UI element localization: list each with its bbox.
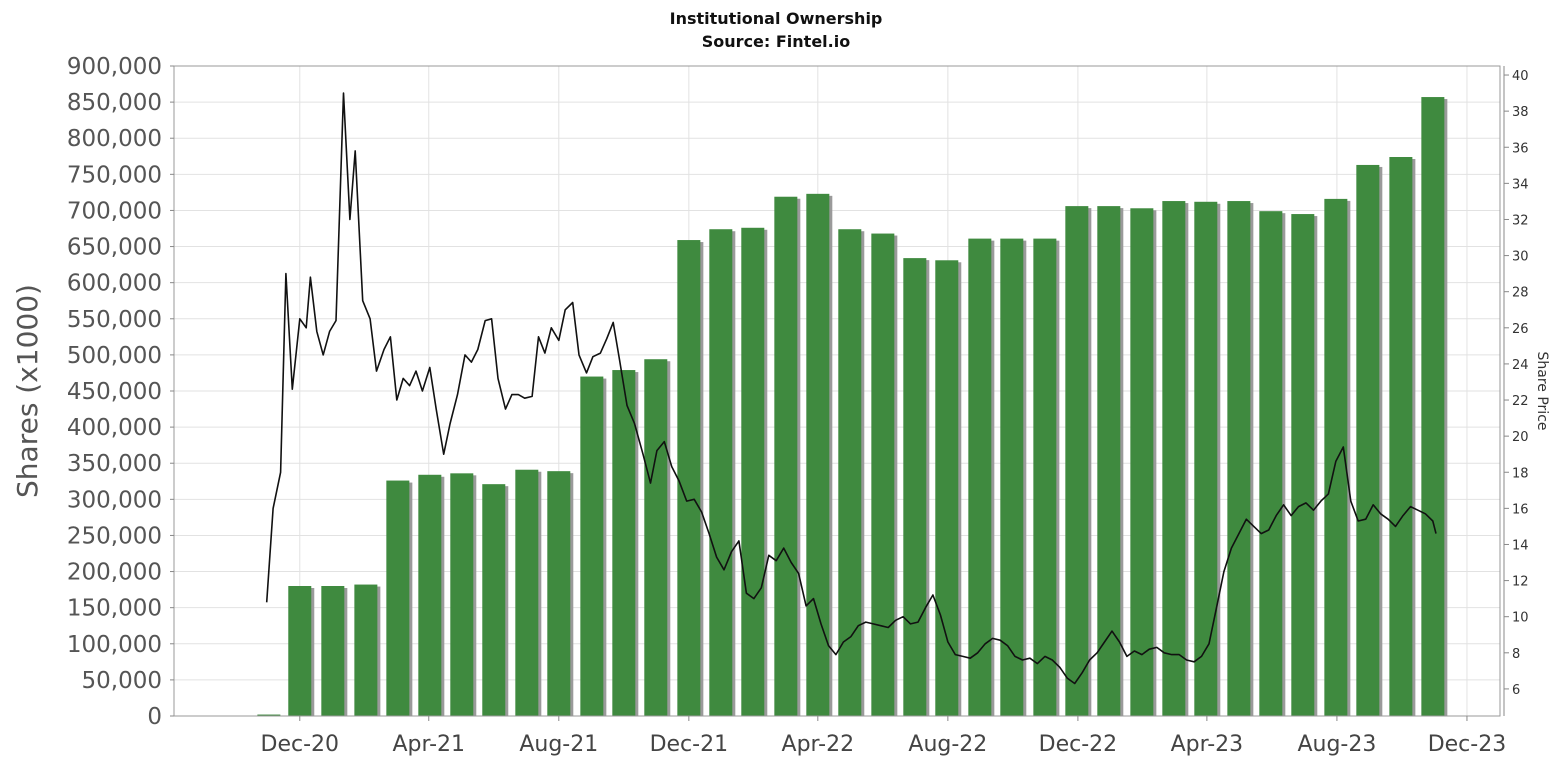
bar <box>677 240 701 717</box>
y-axis-title: Shares (x1000) <box>11 284 44 498</box>
bar <box>1389 157 1413 716</box>
bar <box>354 584 378 716</box>
bar <box>935 260 959 716</box>
x-tick-label: Dec-21 <box>650 732 729 757</box>
bar <box>418 474 442 716</box>
y-tick-label: 150,000 <box>67 596 162 622</box>
bar <box>257 714 281 716</box>
bar <box>1324 198 1348 716</box>
bar <box>1421 97 1445 717</box>
bar <box>612 370 636 716</box>
bar <box>1000 238 1024 716</box>
y2-tick-label: 18 <box>1512 466 1529 481</box>
chart-subtitle: Institutional Ownership <box>669 9 883 28</box>
bar <box>288 586 312 716</box>
bar <box>838 229 862 716</box>
y-tick-label: 850,000 <box>67 90 162 116</box>
bar <box>450 473 474 716</box>
bar <box>515 469 539 716</box>
y2-tick-label: 32 <box>1512 213 1529 228</box>
x-tick-label: Dec-20 <box>261 732 340 757</box>
bar <box>1033 238 1057 716</box>
y-tick-label: 250,000 <box>67 523 162 549</box>
x-tick-label: Aug-22 <box>908 732 987 757</box>
y-tick-label: 700,000 <box>67 198 162 224</box>
y2-tick-label: 38 <box>1512 105 1529 120</box>
y-tick-label: 100,000 <box>67 632 162 658</box>
bar <box>1130 208 1154 716</box>
y2-tick-label: 6 <box>1512 683 1520 698</box>
y2-tick-label: 36 <box>1512 141 1529 156</box>
bar <box>1356 164 1380 716</box>
bar <box>1227 201 1251 717</box>
bar <box>644 359 668 716</box>
bar <box>1162 201 1186 717</box>
y-tick-label: 50,000 <box>82 668 162 694</box>
bar <box>741 227 765 716</box>
bar <box>903 258 927 716</box>
bar <box>709 229 733 716</box>
bar <box>1259 211 1283 716</box>
y-tick-label: 450,000 <box>67 379 162 405</box>
y2-tick-label: 24 <box>1512 358 1529 373</box>
y-tick-label: 200,000 <box>67 560 162 586</box>
y-tick-label: 0 <box>147 704 162 730</box>
y2-tick-label: 22 <box>1512 394 1529 409</box>
y2-tick-label: 16 <box>1512 502 1529 517</box>
bar <box>580 376 604 716</box>
x-tick-label: Apr-23 <box>1171 732 1244 757</box>
y-tick-label: 350,000 <box>67 451 162 477</box>
bar <box>1065 206 1089 716</box>
y2-tick-label: 12 <box>1512 575 1529 590</box>
bar <box>1291 214 1315 717</box>
x-tick-label: Aug-21 <box>519 732 598 757</box>
bar <box>806 193 830 717</box>
y2-tick-label: 14 <box>1512 538 1529 553</box>
y-tick-label: 300,000 <box>67 487 162 513</box>
bar-series <box>257 97 1448 717</box>
price-series <box>265 92 1437 685</box>
y-tick-label: 500,000 <box>67 343 162 369</box>
y-tick-label: 600,000 <box>67 271 162 297</box>
share-price-line <box>265 92 1437 685</box>
y2-tick-label: 26 <box>1512 322 1529 337</box>
y2-tick-label: 34 <box>1512 177 1529 192</box>
y2-tick-label: 8 <box>1512 647 1520 662</box>
y-tick-label: 650,000 <box>67 235 162 261</box>
bar <box>774 196 798 716</box>
y2-tick-label: 20 <box>1512 430 1529 445</box>
x-tick-label: Apr-22 <box>782 732 855 757</box>
bar <box>482 484 506 716</box>
bar <box>321 586 345 716</box>
y2-tick-label: 10 <box>1512 611 1529 626</box>
y-tick-label: 400,000 <box>67 415 162 441</box>
bar <box>1097 206 1121 716</box>
y-tick-label: 900,000 <box>67 54 162 80</box>
y-tick-label: 550,000 <box>67 307 162 333</box>
chart-source: Source: Fintel.io <box>701 32 851 51</box>
y-tick-label: 750,000 <box>67 162 162 188</box>
y2-tick-label: 28 <box>1512 286 1529 301</box>
right-axis: 6 8 10 12 14 16 18 20 22 24 26 28 30 32 34 36 38 40 <box>1503 66 1529 716</box>
bar <box>1194 201 1218 716</box>
x-axis: Dec-20 Apr-21 Aug-21 Dec-21 Apr-22 Aug-22 Dec-… <box>261 716 1507 757</box>
x-tick-label: Dec-23 <box>1428 732 1507 757</box>
bar <box>871 233 895 717</box>
y2-tick-label: 30 <box>1512 250 1529 265</box>
bar <box>547 471 571 716</box>
y-tick-label: 800,000 <box>67 126 162 152</box>
y2-tick-label: 40 <box>1512 69 1529 84</box>
left-axis: 0 50,000 100,000 150,000 200,000 250,000 300,0… <box>67 54 174 730</box>
x-tick-label: Apr-21 <box>392 732 465 757</box>
bar <box>386 480 410 716</box>
x-tick-label: Dec-22 <box>1039 732 1118 757</box>
x-tick-label: Aug-23 <box>1297 732 1376 757</box>
y2-axis-title: Share Price <box>1534 351 1550 430</box>
bar <box>968 238 992 716</box>
